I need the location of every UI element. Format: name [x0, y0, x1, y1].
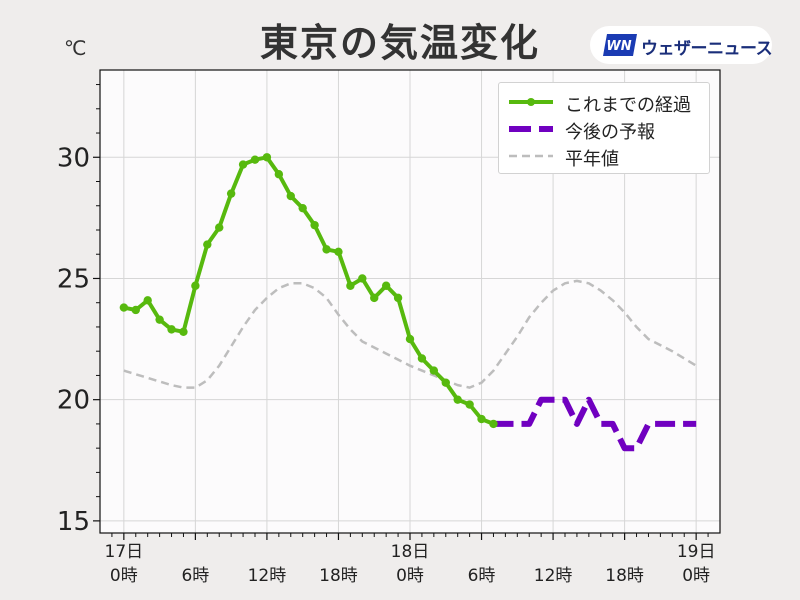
- observed-point: [274, 170, 284, 179]
- observed-point: [143, 296, 152, 305]
- legend: これまでの経過 今後の予報 平年値: [498, 82, 710, 174]
- observed-point: [322, 245, 331, 254]
- legend-forecast-line-icon: [509, 126, 553, 132]
- y-axis-unit-label: ℃: [64, 36, 87, 60]
- observed-point: [226, 189, 236, 198]
- observed-point: [370, 293, 379, 303]
- observed-point: [465, 400, 474, 409]
- legend-item-normal: 平年値: [499, 143, 711, 170]
- series-layer: [119, 153, 697, 452]
- observed-point: [298, 203, 307, 213]
- x-tick-label-hour: 0時: [682, 566, 710, 586]
- axis-layer: 15 20 25 30 17日 0時 6時 12時 18時 18日 0時 6時 12時 18時 19日 0時: [57, 84, 716, 586]
- x-tick-label-hour: 18時: [605, 566, 644, 586]
- observed-point: [310, 220, 319, 230]
- observed-point: [453, 395, 462, 404]
- x-tick-label-hour: 12時: [534, 566, 573, 586]
- x-tick-label-date: 19日: [677, 542, 716, 562]
- legend-item-observed: これまでの経過: [499, 89, 711, 116]
- x-tick-label-date: 18日: [391, 542, 430, 562]
- legend-label-forecast: 今後の予報: [565, 122, 655, 143]
- observed-point: [262, 153, 272, 162]
- observed-point: [381, 281, 391, 290]
- series-forecast-line: [493, 396, 697, 452]
- x-tick-label-hour: 6時: [468, 566, 496, 586]
- weathernews-logo: WN ウェザーニュース: [590, 26, 773, 64]
- observed-point: [191, 281, 200, 290]
- observed-point: [489, 419, 498, 429]
- legend-label-observed: これまでの経過: [565, 95, 691, 116]
- svg-text:WN: WN: [606, 39, 631, 54]
- observed-point: [179, 327, 188, 337]
- x-tick-label-hour: 12時: [248, 566, 287, 586]
- chart-title: 東京の気温変化: [259, 21, 540, 65]
- x-tick-label-hour: 0時: [110, 566, 138, 586]
- y-tick-label: 20: [57, 386, 90, 416]
- x-tick-label-hour: 0時: [396, 566, 424, 586]
- observed-point: [131, 305, 140, 315]
- legend-normal-line-icon: [509, 154, 553, 158]
- observed-point: [203, 240, 212, 249]
- x-tick-label-hour: 18時: [319, 566, 358, 586]
- y-tick-label: 15: [57, 507, 90, 537]
- legend-item-forecast: 今後の予報: [499, 116, 711, 143]
- wn-logo-icon: WN: [603, 34, 637, 56]
- y-tick-label: 25: [57, 264, 90, 294]
- observed-point: [405, 334, 415, 344]
- observed-point: [215, 223, 224, 232]
- series-normal-line: [123, 279, 697, 389]
- legend-label-normal: 平年値: [565, 149, 619, 170]
- logo-text: ウェザーニュース: [641, 39, 773, 59]
- observed-point: [238, 160, 248, 169]
- observed-point: [346, 281, 355, 290]
- legend-observed-line-icon: [509, 98, 553, 106]
- observed-point: [417, 354, 427, 363]
- observed-point: [155, 315, 164, 324]
- observed-point: [358, 274, 367, 283]
- x-tick-label-hour: 6時: [181, 566, 209, 586]
- observed-point: [119, 303, 129, 312]
- observed-point: [393, 293, 403, 303]
- observed-point: [167, 325, 176, 334]
- observed-point: [286, 191, 295, 201]
- observed-point: [477, 414, 486, 424]
- grid-lines: [100, 70, 720, 533]
- observed-point: [250, 155, 260, 164]
- observed-point: [334, 247, 343, 257]
- x-tick-label-date: 17日: [105, 542, 144, 562]
- y-tick-label: 30: [57, 143, 90, 173]
- observed-point: [429, 366, 439, 375]
- observed-point: [441, 378, 450, 387]
